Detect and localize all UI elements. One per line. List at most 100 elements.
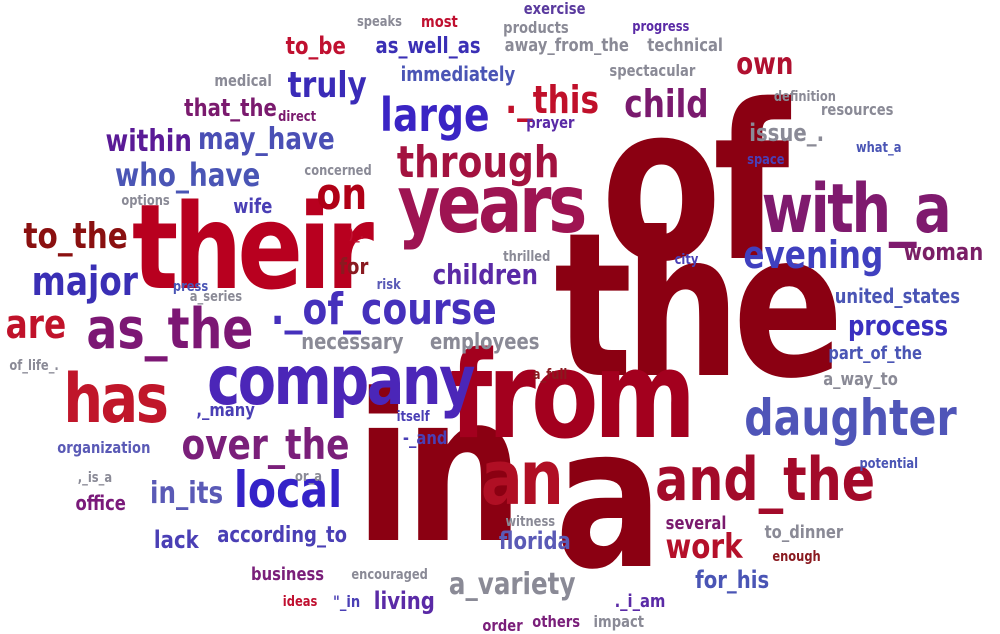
cloud-word: child: [623, 82, 709, 126]
cloud-word: a_series: [189, 289, 243, 305]
cloud-word: space: [747, 152, 785, 168]
cloud-word: issue_.: [748, 119, 824, 147]
cloud-word: prayer: [525, 113, 575, 132]
cloud-word: itself: [396, 409, 430, 425]
cloud-word: from: [449, 327, 696, 466]
cloud-word: exercise: [523, 0, 585, 18]
cloud-word: united_states: [834, 284, 960, 308]
cloud-word: has: [63, 360, 169, 439]
cloud-word: process: [847, 309, 949, 342]
cloud-word: medical: [214, 71, 272, 90]
cloud-word: a_way_to: [822, 369, 898, 390]
cloud-word: as_the: [86, 297, 254, 362]
cloud-word: press: [172, 279, 208, 295]
cloud-word: within: [104, 124, 192, 159]
cloud-word: to_dinner: [764, 522, 844, 543]
cloud-word: impact: [593, 612, 645, 631]
cloud-word: living: [373, 587, 435, 615]
cloud-word: options: [120, 193, 170, 209]
cloud-word: organization: [57, 438, 151, 457]
cloud-word: in_its: [149, 476, 223, 511]
cloud-word: ,_is_a: [77, 470, 113, 486]
cloud-word: for_his: [695, 566, 770, 594]
cloud-word: office: [75, 491, 126, 515]
cloud-word: company: [207, 342, 475, 421]
cloud-word: or_a: [294, 469, 322, 485]
cloud-word: a_variety: [448, 567, 576, 602]
cloud-word: thrilled: [502, 249, 550, 265]
cloud-word: products: [503, 18, 569, 37]
cloud-word: and_the: [655, 445, 876, 515]
cloud-word: major: [31, 259, 138, 305]
cloud-word: through: [396, 137, 560, 188]
cloud-word: may_have: [197, 122, 335, 157]
cloud-word: -_and: [402, 428, 448, 449]
cloud-word: )_.: [348, 227, 364, 243]
cloud-word: order: [481, 616, 523, 634]
cloud-word: years: [396, 158, 587, 251]
cloud-word: own: [736, 47, 794, 82]
cloud-word: most: [420, 12, 458, 31]
cloud-word: business: [250, 564, 324, 585]
cloud-word: an: [480, 433, 563, 522]
cloud-word: city: [674, 252, 698, 268]
cloud-word: wife: [233, 194, 273, 218]
cloud-word: on: [316, 169, 368, 220]
cloud-word: ._i_am: [614, 591, 666, 612]
cloud-word: risk: [376, 277, 401, 293]
cloud-word: over_the: [180, 420, 349, 469]
cloud-word: of_life_.: [9, 358, 59, 374]
cloud-word: lack: [153, 526, 199, 554]
cloud-word: as_well_as: [375, 34, 481, 59]
cloud-word: immediately: [400, 62, 516, 86]
cloud-word: spectacular: [608, 61, 695, 80]
cloud-word: a: [554, 384, 663, 612]
cloud-word: with_a: [761, 170, 951, 249]
cloud-word: ,_many: [195, 400, 255, 421]
cloud-word: potential: [859, 456, 919, 472]
cloud-word: who_have: [114, 156, 260, 194]
cloud-word: large: [380, 88, 490, 142]
cloud-word: speaks: [356, 14, 402, 30]
cloud-word: work: [665, 527, 743, 567]
cloud-word: the: [553, 190, 844, 423]
cloud-word: ideas: [282, 594, 318, 610]
cloud-word: that_the: [183, 94, 277, 122]
cloud-word: employees: [430, 330, 540, 355]
cloud-word: daughter: [743, 389, 957, 447]
cloud-word: others: [532, 612, 581, 631]
cloud-word: away_from_the: [504, 35, 629, 56]
cloud-word: what_a: [855, 140, 902, 156]
cloud-word: encouraged: [350, 567, 428, 583]
cloud-word: necessary: [300, 330, 404, 355]
cloud-word: enough: [771, 549, 821, 565]
cloud-word: ._this: [505, 78, 600, 122]
cloud-word: definition: [773, 89, 836, 105]
cloud-word: "_in: [332, 592, 360, 611]
cloud-word: several: [665, 513, 727, 534]
cloud-word: to_the: [22, 216, 128, 257]
cloud-word: local: [233, 461, 343, 519]
cloud-word: ._of_course: [270, 284, 497, 335]
cloud-word: witness: [504, 514, 555, 530]
cloud-word: technical: [647, 35, 723, 56]
cloud-word: progress: [632, 19, 690, 35]
cloud-word: to_be: [285, 32, 346, 60]
cloud-word: truly: [287, 65, 367, 106]
cloud-word: for: [339, 255, 369, 280]
cloud-word: their: [131, 178, 374, 316]
cloud-word: resources: [820, 100, 894, 119]
cloud-word: according_to: [217, 523, 347, 548]
cloud-word: of: [600, 57, 789, 309]
cloud-word: woman: [903, 238, 983, 266]
cloud-word: part_of_the: [828, 343, 923, 364]
cloud-word: in: [354, 350, 524, 589]
cloud-word: direct: [278, 109, 317, 125]
cloud-word: children: [432, 258, 538, 291]
cloud-word: evening: [742, 233, 883, 277]
cloud-word: are: [5, 302, 67, 348]
cloud-word: a_full: [532, 367, 568, 383]
cloud-word: florida: [498, 527, 571, 555]
cloud-word: concerned: [304, 163, 372, 179]
